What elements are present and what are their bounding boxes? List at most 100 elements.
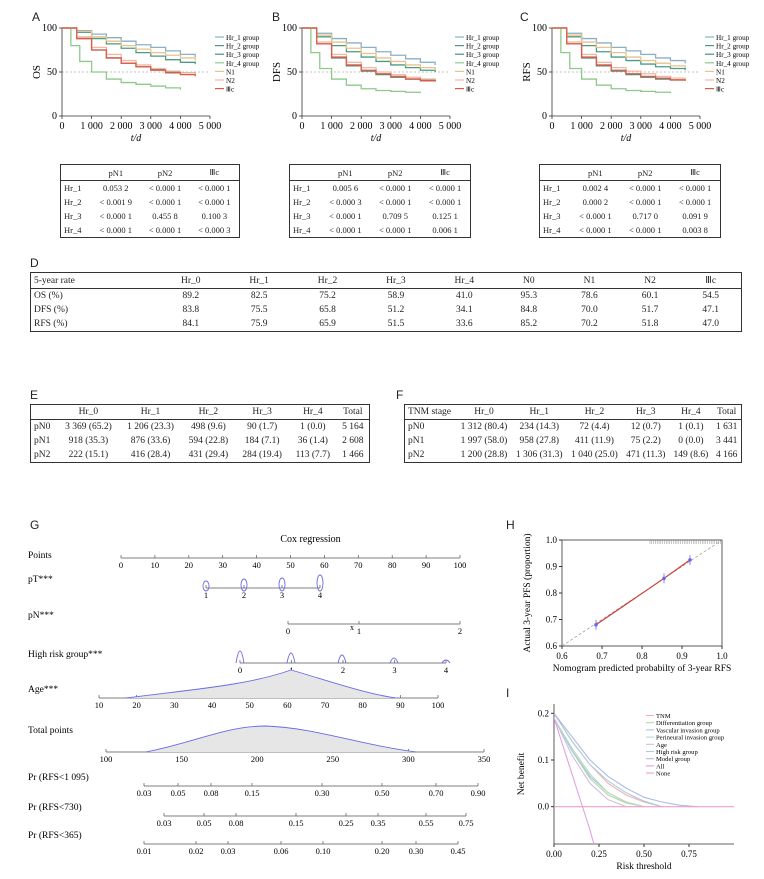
y-axis-label: RFS bbox=[521, 62, 533, 82]
tnm-hr-cell: pN0 bbox=[408, 422, 425, 432]
nomogram-density bbox=[337, 654, 347, 664]
tnm-hr-cell: 958 (27.8) bbox=[519, 436, 560, 446]
pvalue-b-header-cell: pN2 bbox=[370, 165, 421, 181]
pvalue-c-cell: < 0.000 1 bbox=[579, 211, 612, 221]
pn-hr-header-cell: Hr_1 bbox=[119, 405, 182, 420]
nomogram-tick-label: 0.35 bbox=[371, 818, 386, 828]
y-tick-label: 100 bbox=[42, 23, 57, 34]
x-tick-label: 0 bbox=[300, 121, 305, 132]
series-line-3 bbox=[552, 27, 686, 81]
nomogram-tick-label: 200 bbox=[251, 754, 264, 764]
rate-header-cell: N1 bbox=[559, 273, 620, 289]
legend-entry: N2 bbox=[226, 77, 235, 85]
y-tick-label: 0 bbox=[542, 111, 547, 122]
pvalue-c-cell: < 0.000 1 bbox=[629, 197, 662, 207]
legend-entry: Hr_2 group bbox=[226, 43, 260, 51]
y-tick-label: 100 bbox=[532, 23, 547, 34]
panel-label-d: D bbox=[30, 256, 39, 270]
dca-line-8 bbox=[554, 717, 595, 844]
pvalue-a-header-cell bbox=[61, 165, 92, 181]
nomogram-row-label: Pr (RFS<1 095) bbox=[28, 772, 89, 783]
pn-hr-cell: 36 (1.4) bbox=[297, 436, 328, 446]
pvalue-c-row: Hr_3 < 0.000 1 0.717 0 0.091 9 bbox=[540, 209, 720, 223]
series-line-4 bbox=[302, 27, 422, 94]
legend-entry: N1 bbox=[226, 68, 235, 76]
nomogram-title: Cox regression bbox=[280, 534, 340, 545]
series-line-6 bbox=[62, 27, 196, 75]
nomogram-tick-label: 40 bbox=[252, 560, 261, 570]
pvalue-a-cell: 0.455 8 bbox=[152, 211, 178, 221]
nomogram-tick-label: 3 bbox=[392, 665, 396, 675]
series-line-5 bbox=[302, 27, 436, 71]
pvalue-a-cell: < 0.000 1 bbox=[148, 183, 182, 193]
panel-label-h: H bbox=[506, 518, 515, 532]
nomogram-tick-label: 70 bbox=[321, 700, 330, 710]
legend-entry: Hr_1 group bbox=[716, 34, 750, 42]
tnm-hr-table: TNM stage Hr_0 Hr_1 Hr_2 Hr_3 Hr_4 Total pN0 1 … bbox=[404, 404, 742, 463]
x-tick-label: 1 000 bbox=[80, 121, 103, 132]
pvalue-b-cell: Hr_2 bbox=[293, 197, 311, 207]
tnm-hr-cell: 12 (0.7) bbox=[630, 422, 661, 432]
pvalue-b-cell: Hr_1 bbox=[293, 183, 311, 193]
x-tick-label: 0.9 bbox=[676, 651, 688, 661]
nomogram-density bbox=[235, 650, 245, 664]
nomogram-tick-label: 0.25 bbox=[339, 818, 354, 828]
nomogram-density bbox=[125, 669, 397, 699]
pvalue-a-cell: < 0.000 1 bbox=[198, 183, 231, 193]
nomogram-tick-label: 80 bbox=[358, 700, 367, 710]
pvalue-b-cell: 0.125 1 bbox=[432, 211, 458, 221]
legend-entry: Hr_1 group bbox=[226, 34, 260, 42]
nomogram-tick-label: 0.03 bbox=[137, 788, 152, 798]
pvalue-c-cell: 0.000 2 bbox=[582, 197, 609, 207]
tnm-hr-header-cell: TNM stage bbox=[405, 405, 457, 420]
nomogram-tick-label: 2 bbox=[458, 626, 462, 636]
five-year-rate-table: 5-year rate Hr_0 Hr_1 Hr_2 Hr_3 Hr_4 N0 N1 N2 Ⅲc … bbox=[30, 272, 742, 332]
nomogram-tick-label: 20 bbox=[132, 700, 141, 710]
legend-entry: Model group bbox=[656, 756, 691, 763]
pvalue-a-cell: < 0.000 1 bbox=[99, 225, 132, 235]
rate-cell: 84.1 bbox=[182, 319, 200, 329]
panel-label-i: I bbox=[506, 686, 510, 700]
y-tick-label: 0 bbox=[292, 111, 297, 122]
pn-hr-header-cell: Hr_4 bbox=[288, 405, 337, 420]
nomogram-tick-label: 80 bbox=[388, 560, 397, 570]
tnm-hr-cell: 234 (14.3) bbox=[519, 422, 560, 432]
pvalue-c-cell: 0.003 8 bbox=[682, 225, 708, 235]
nomogram-tick-label: 2 bbox=[242, 590, 246, 600]
rate-cell: 60.1 bbox=[641, 291, 659, 301]
legend-entry: All bbox=[656, 763, 665, 770]
pvalue-c-row: Hr_1 0.002 4 < 0.000 1 < 0.000 1 bbox=[540, 181, 720, 196]
rate-cell: 75.5 bbox=[250, 305, 268, 315]
legend-entry: Hr_3 group bbox=[226, 51, 260, 59]
x-tick-label: 0.8 bbox=[636, 651, 648, 661]
pvalue-c-cell: 0.091 9 bbox=[682, 211, 708, 221]
series-line-2 bbox=[552, 27, 686, 71]
nomogram-tick-label: 0.20 bbox=[375, 846, 390, 856]
legend-entry: Hr_2 group bbox=[466, 43, 500, 51]
km-chart-os: 0 50 100 0 1 000 2 000 3 000 4 000 5 000 t/d OS Hr_… bbox=[31, 23, 260, 144]
pvalue-c-cell: < 0.000 1 bbox=[678, 183, 712, 193]
nomogram-tick-label: 0.01 bbox=[137, 846, 152, 856]
nomogram-tick-label: 2 bbox=[341, 665, 345, 675]
x-tick-label: 0.7 bbox=[596, 651, 608, 661]
x-tick-label: 2 000 bbox=[350, 121, 373, 132]
y-axis-label: DFS bbox=[271, 62, 283, 82]
pvalue-b-row: Hr_3 < 0.000 1 0.709 5 0.125 1 bbox=[290, 209, 470, 223]
legend-entry: Differentiation group bbox=[656, 720, 713, 727]
y-tick-label: 0.0 bbox=[538, 802, 550, 812]
nomogram-tick-label: 0.30 bbox=[315, 788, 330, 798]
tnm-hr-cell: 72 (4.4) bbox=[579, 422, 610, 432]
panel-label-e: E bbox=[30, 388, 39, 402]
pn-hr-cell: 876 (33.6) bbox=[130, 436, 171, 446]
rate-cell: 33.6 bbox=[456, 319, 473, 329]
legend-entry: Vascular invasion group bbox=[656, 727, 720, 734]
rate-header-cell: Ⅲc bbox=[680, 273, 741, 289]
pvalue-b-row: Hr_1 0.005 6 < 0.000 1 < 0.000 1 bbox=[290, 181, 470, 196]
nomogram-row-label: Points bbox=[28, 551, 52, 561]
pn-hr-header-cell: Hr_0 bbox=[57, 405, 120, 420]
pvalue-c-cell: Hr_4 bbox=[543, 225, 561, 235]
rate-cell: 85.2 bbox=[520, 319, 538, 329]
pn-hr-cell: pN0 bbox=[34, 422, 51, 432]
nomogram-tick-label: 150 bbox=[175, 754, 188, 764]
rate-cell: 89.2 bbox=[182, 291, 200, 301]
